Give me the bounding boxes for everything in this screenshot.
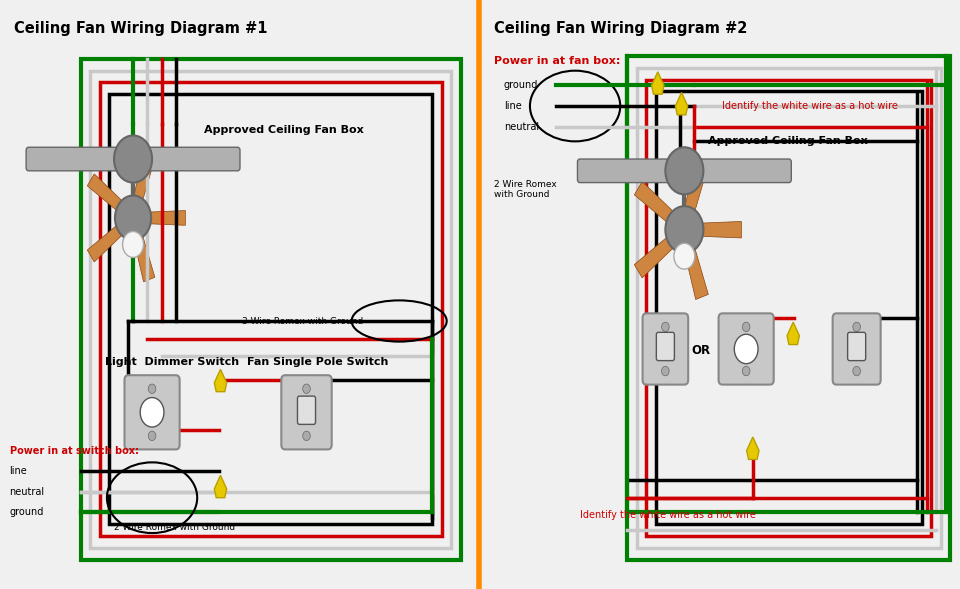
Bar	[100, 82, 442, 536]
Text: neutral: neutral	[10, 487, 44, 497]
Polygon shape	[635, 237, 674, 278]
Polygon shape	[87, 225, 122, 262]
Circle shape	[302, 384, 310, 393]
Polygon shape	[675, 92, 687, 115]
Circle shape	[302, 431, 310, 441]
Polygon shape	[133, 154, 155, 200]
Circle shape	[742, 366, 750, 376]
Circle shape	[140, 398, 164, 427]
Polygon shape	[652, 72, 664, 94]
Text: line: line	[504, 101, 521, 111]
Polygon shape	[747, 437, 759, 459]
Text: 3 Wire Romex with Ground: 3 Wire Romex with Ground	[242, 316, 364, 326]
Circle shape	[674, 243, 695, 269]
Text: 2 Wire Romex with Ground: 2 Wire Romex with Ground	[114, 522, 235, 532]
Bar	[109, 94, 432, 524]
Text: Power in at fan box:: Power in at fan box:	[494, 56, 621, 66]
Text: ground: ground	[504, 81, 539, 90]
Circle shape	[123, 231, 143, 257]
Polygon shape	[214, 475, 227, 498]
FancyBboxPatch shape	[125, 375, 180, 449]
FancyBboxPatch shape	[848, 332, 866, 360]
Circle shape	[665, 206, 704, 253]
Polygon shape	[150, 211, 185, 225]
Text: line: line	[10, 466, 27, 476]
Text: Identify the white wire as a hot wire: Identify the white wire as a hot wire	[722, 101, 899, 111]
Text: Ceiling Fan Wiring Diagram #2: Ceiling Fan Wiring Diagram #2	[494, 21, 748, 35]
Polygon shape	[787, 322, 800, 345]
Bar	[636, 68, 941, 548]
FancyBboxPatch shape	[832, 313, 880, 385]
Circle shape	[852, 366, 860, 376]
Text: Approved Ceiling Fan Box: Approved Ceiling Fan Box	[708, 137, 868, 146]
Text: OR: OR	[691, 344, 710, 357]
FancyBboxPatch shape	[657, 332, 675, 360]
Bar	[646, 80, 931, 536]
Text: neutral: neutral	[504, 122, 539, 131]
Polygon shape	[684, 247, 708, 299]
Text: Fan Single Pole Switch: Fan Single Pole Switch	[247, 358, 389, 367]
FancyBboxPatch shape	[281, 375, 332, 449]
FancyBboxPatch shape	[642, 313, 688, 385]
Text: Light  Dimmer Switch: Light Dimmer Switch	[105, 358, 239, 367]
FancyBboxPatch shape	[719, 313, 774, 385]
Circle shape	[734, 335, 758, 364]
FancyBboxPatch shape	[298, 396, 316, 424]
Polygon shape	[635, 181, 674, 223]
Circle shape	[852, 322, 860, 332]
Circle shape	[115, 196, 151, 240]
Text: Identify the white wire as a hot wire: Identify the white wire as a hot wire	[580, 511, 756, 520]
Polygon shape	[133, 236, 155, 282]
Circle shape	[661, 322, 669, 332]
Circle shape	[148, 431, 156, 441]
Polygon shape	[684, 160, 708, 212]
Text: 2 Wire Romex
with Ground: 2 Wire Romex with Ground	[494, 180, 557, 199]
FancyBboxPatch shape	[578, 159, 791, 183]
Bar	[628, 56, 950, 560]
Text: Ceiling Fan Wiring Diagram #1: Ceiling Fan Wiring Diagram #1	[14, 21, 268, 35]
Circle shape	[665, 147, 704, 194]
Bar	[90, 71, 451, 548]
Text: ground: ground	[10, 508, 44, 517]
FancyBboxPatch shape	[26, 147, 240, 171]
Bar	[81, 59, 461, 560]
Circle shape	[661, 366, 669, 376]
Circle shape	[742, 322, 750, 332]
Bar	[656, 91, 922, 524]
Text: Power in at switch box:: Power in at switch box:	[10, 446, 138, 455]
Text: Approved Ceiling Fan Box: Approved Ceiling Fan Box	[204, 125, 364, 134]
Polygon shape	[87, 174, 122, 211]
Circle shape	[148, 384, 156, 393]
Circle shape	[114, 135, 152, 183]
Polygon shape	[214, 369, 227, 392]
Polygon shape	[701, 221, 741, 238]
